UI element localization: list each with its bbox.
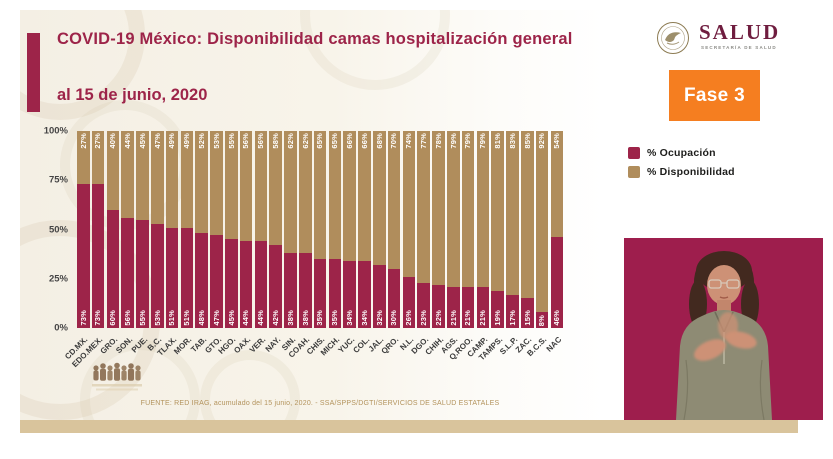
chart-legend: % Ocupación % Disponibilidad bbox=[628, 147, 735, 185]
salud-subtext: SECRETARÍA DE SALUD bbox=[701, 45, 777, 50]
bottom-accent-bar bbox=[20, 420, 798, 433]
title-accent-bar bbox=[27, 33, 40, 112]
slide-background bbox=[20, 10, 798, 433]
fase-badge: Fase 3 bbox=[669, 70, 760, 121]
legend-item-disponibilidad: % Disponibilidad bbox=[628, 166, 735, 178]
source-text: FUENTE: RED IRAG, acumulado del 15 junio… bbox=[140, 400, 500, 407]
legend-item-ocupacion: % Ocupación bbox=[628, 147, 735, 159]
ocupacion-swatch-icon bbox=[628, 147, 640, 159]
legend-label: % Disponibilidad bbox=[647, 166, 735, 178]
interpreter-figure bbox=[624, 238, 823, 420]
legend-label: % Ocupación bbox=[647, 147, 716, 159]
people-illustration bbox=[92, 362, 142, 391]
disponibilidad-swatch-icon bbox=[628, 166, 640, 178]
salud-emblem-icon bbox=[657, 22, 689, 54]
salud-logo: SALUD SECRETARÍA DE SALUD bbox=[655, 20, 795, 54]
page-subtitle: al 15 de junio, 2020 bbox=[57, 86, 208, 104]
salud-wordmark: SALUD bbox=[699, 20, 781, 44]
sign-language-interpreter-video bbox=[624, 238, 823, 420]
page-title: COVID-19 México: Disponibilidad camas ho… bbox=[57, 30, 573, 48]
